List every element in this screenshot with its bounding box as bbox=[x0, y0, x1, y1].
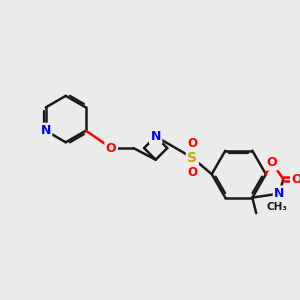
Text: O: O bbox=[188, 137, 197, 150]
Text: O: O bbox=[188, 166, 197, 179]
Text: CH₃: CH₃ bbox=[266, 202, 287, 212]
Text: O: O bbox=[106, 142, 116, 154]
Text: O: O bbox=[266, 156, 277, 169]
Text: N: N bbox=[40, 124, 51, 137]
Text: N: N bbox=[151, 130, 161, 143]
Text: S: S bbox=[188, 151, 197, 165]
Text: O: O bbox=[292, 172, 300, 185]
Text: N: N bbox=[274, 187, 285, 200]
